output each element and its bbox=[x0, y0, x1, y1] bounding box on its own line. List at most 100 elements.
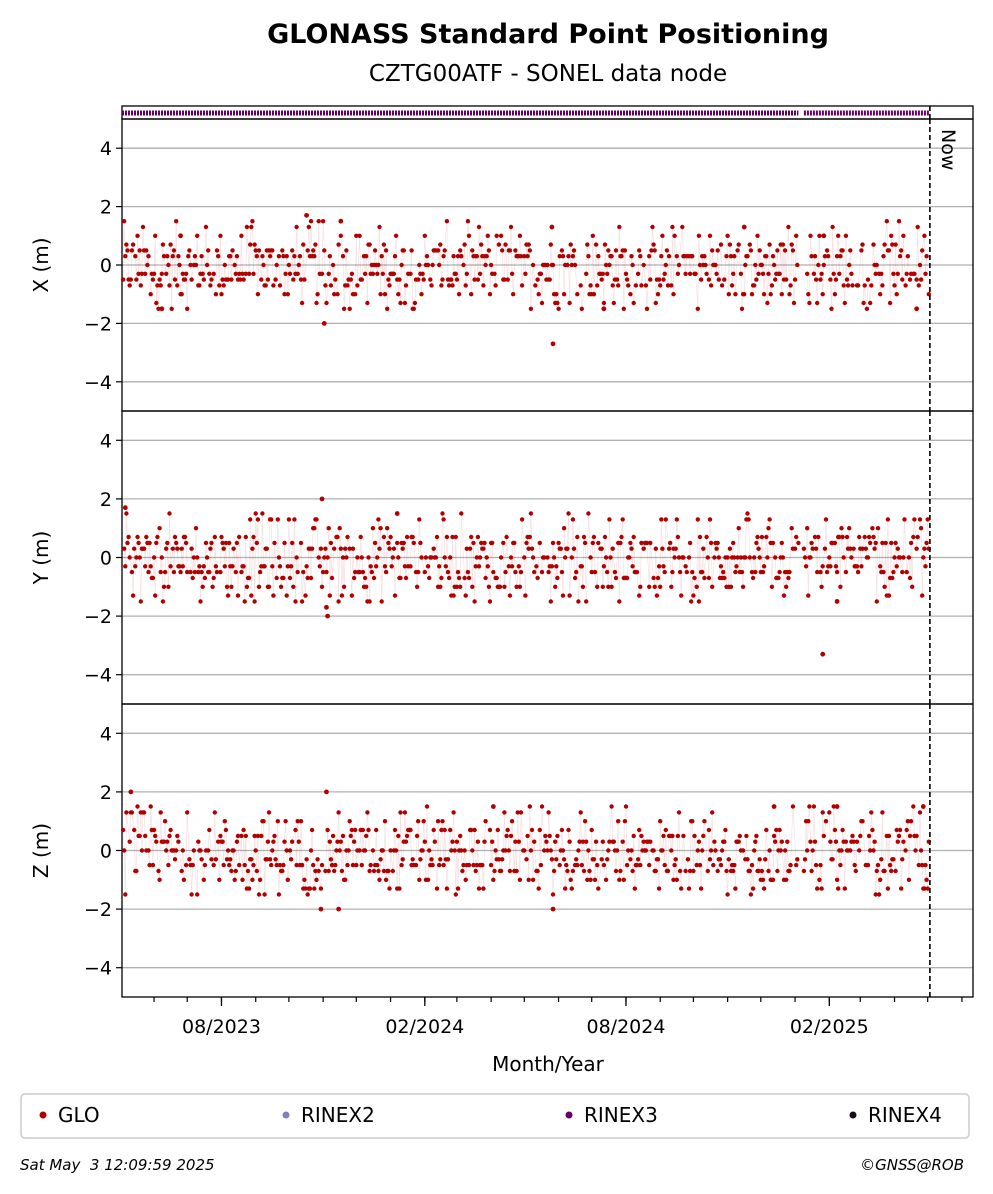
data-point bbox=[660, 233, 665, 238]
data-point bbox=[659, 254, 664, 259]
data-point bbox=[838, 862, 843, 868]
data-point bbox=[644, 540, 650, 546]
data-point bbox=[902, 517, 907, 522]
data-point bbox=[554, 292, 559, 297]
data-point bbox=[308, 848, 314, 853]
data-point bbox=[626, 283, 631, 288]
data-point bbox=[600, 839, 605, 844]
data-point bbox=[608, 555, 613, 560]
data-point bbox=[764, 254, 769, 259]
data-point bbox=[344, 248, 349, 253]
data-point bbox=[759, 262, 765, 268]
data-point bbox=[747, 242, 752, 247]
data-point bbox=[555, 575, 560, 581]
data-point bbox=[702, 819, 707, 824]
data-point bbox=[379, 254, 384, 259]
outlier-point bbox=[914, 306, 920, 312]
data-point bbox=[177, 262, 182, 268]
data-point bbox=[526, 546, 531, 551]
data-point bbox=[440, 819, 445, 824]
data-point bbox=[692, 833, 697, 839]
data-point bbox=[463, 593, 468, 598]
data-point bbox=[427, 575, 432, 581]
data-point bbox=[639, 283, 644, 288]
data-point bbox=[353, 569, 358, 575]
data-point bbox=[364, 833, 369, 839]
data-point bbox=[452, 848, 457, 853]
data-point bbox=[781, 593, 787, 598]
data-point bbox=[588, 283, 593, 288]
data-point bbox=[503, 848, 508, 853]
data-point bbox=[378, 857, 383, 862]
data-point bbox=[298, 277, 304, 282]
data-point bbox=[274, 262, 279, 268]
data-point bbox=[647, 584, 652, 589]
data-point bbox=[586, 848, 591, 853]
data-point bbox=[254, 540, 259, 546]
data-point bbox=[444, 219, 450, 224]
data-point bbox=[130, 593, 136, 598]
data-point bbox=[815, 886, 820, 891]
data-point bbox=[277, 283, 283, 288]
data-point bbox=[545, 262, 550, 268]
data-point bbox=[618, 540, 623, 546]
data-point bbox=[193, 262, 199, 268]
data-point bbox=[590, 540, 595, 546]
data-point bbox=[341, 306, 347, 311]
x-tick-label: 08/2024 bbox=[587, 1016, 666, 1038]
data-point bbox=[181, 877, 187, 882]
data-point bbox=[817, 877, 822, 882]
data-point bbox=[633, 283, 639, 288]
y-tick-label: 0 bbox=[100, 255, 112, 277]
data-point bbox=[305, 575, 310, 581]
data-point bbox=[290, 248, 295, 253]
data-point bbox=[513, 839, 518, 844]
data-point bbox=[207, 271, 212, 276]
data-point bbox=[617, 224, 622, 230]
data-point bbox=[722, 575, 727, 581]
data-point bbox=[296, 262, 301, 268]
data-point bbox=[728, 254, 734, 259]
data-point bbox=[364, 254, 369, 259]
data-point bbox=[174, 219, 179, 224]
data-point bbox=[669, 283, 674, 288]
data-point bbox=[536, 292, 541, 297]
data-point bbox=[484, 555, 489, 560]
y-tick-label: 4 bbox=[100, 430, 112, 452]
data-point bbox=[395, 540, 400, 546]
data-point bbox=[347, 546, 352, 551]
data-point bbox=[893, 540, 898, 546]
data-point bbox=[329, 862, 335, 868]
data-point bbox=[179, 868, 184, 874]
data-point bbox=[513, 569, 518, 575]
data-point bbox=[745, 857, 750, 862]
data-point bbox=[191, 555, 196, 560]
data-point bbox=[483, 575, 488, 581]
data-point bbox=[143, 833, 148, 839]
data-point bbox=[715, 868, 720, 874]
data-point bbox=[257, 877, 263, 882]
data-point bbox=[179, 292, 184, 297]
data-point bbox=[243, 271, 248, 276]
data-point bbox=[365, 810, 370, 815]
data-point bbox=[386, 277, 391, 282]
data-point bbox=[725, 233, 730, 238]
data-point bbox=[146, 254, 151, 259]
data-point bbox=[581, 534, 587, 540]
data-point bbox=[620, 839, 625, 844]
data-point bbox=[377, 224, 382, 230]
data-point bbox=[857, 534, 862, 540]
data-point bbox=[687, 271, 693, 276]
data-point bbox=[171, 248, 177, 253]
data-point bbox=[743, 555, 748, 560]
data-point bbox=[866, 534, 872, 540]
data-point bbox=[127, 283, 132, 288]
data-point bbox=[438, 242, 443, 247]
data-point bbox=[466, 862, 472, 868]
data-point bbox=[855, 283, 861, 288]
data-point bbox=[806, 292, 811, 297]
y-tick-label: 2 bbox=[100, 489, 112, 511]
data-point bbox=[487, 827, 493, 833]
data-point bbox=[217, 283, 222, 288]
data-point bbox=[285, 564, 290, 569]
